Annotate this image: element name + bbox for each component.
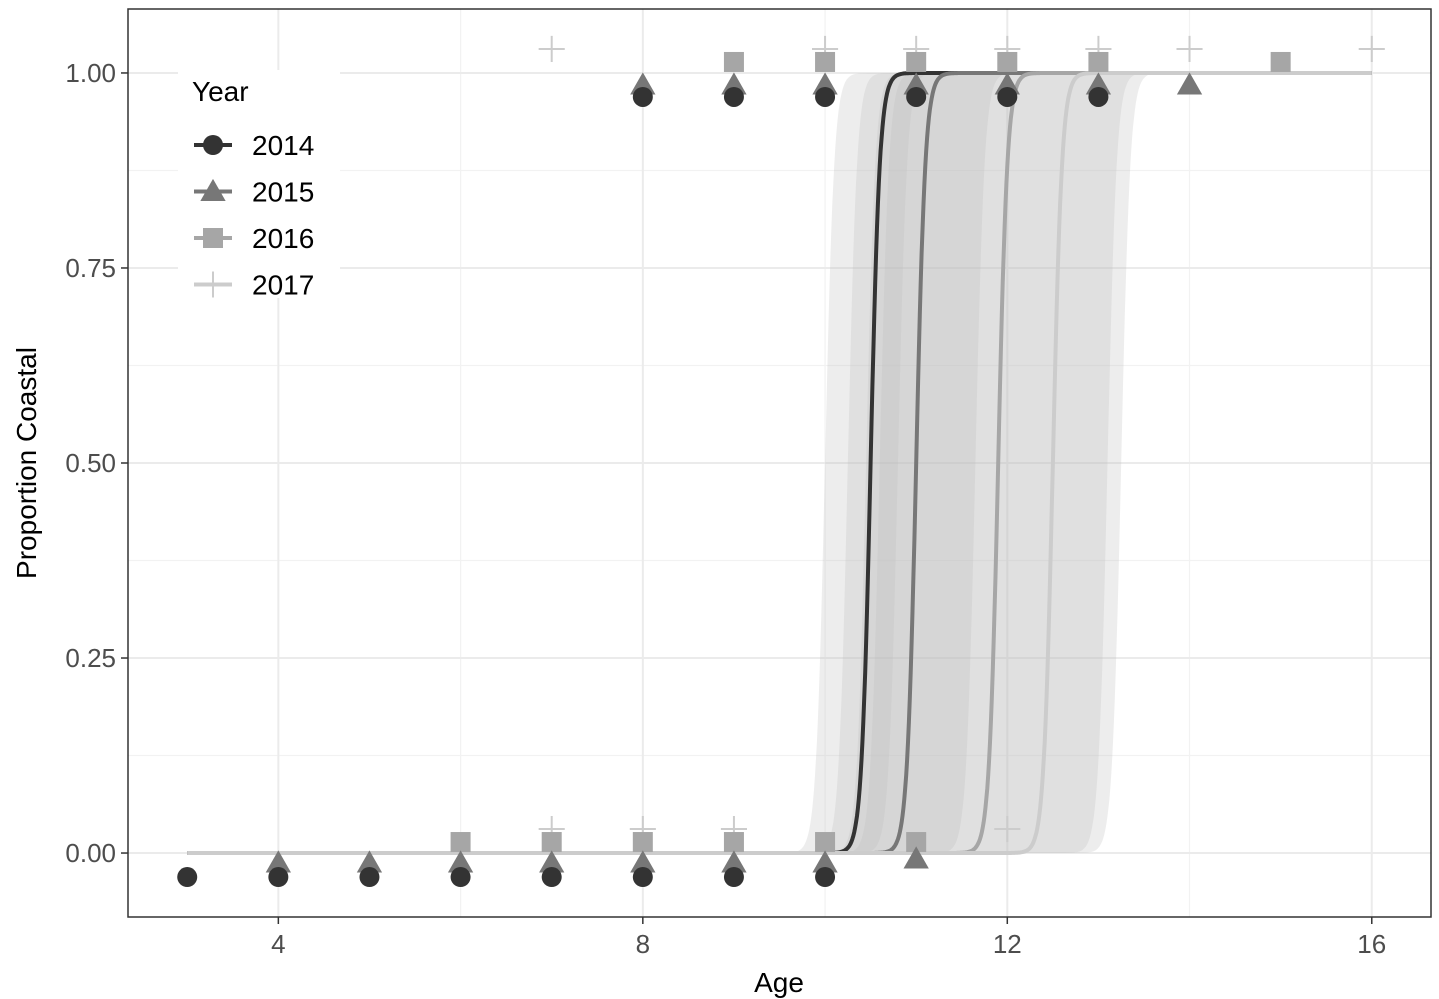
- point-2014: [632, 86, 653, 107]
- point-2014: [723, 86, 744, 107]
- point-2014: [450, 867, 471, 888]
- confidence-ribbons: [187, 73, 1372, 853]
- point-2016: [1088, 51, 1109, 72]
- point-2014: [1088, 86, 1109, 107]
- point-2015: [356, 850, 383, 873]
- point-2014: [723, 867, 744, 888]
- legend-label-2015: 2015: [252, 177, 314, 208]
- point-2015: [903, 846, 929, 869]
- y-tick-label: 0.25: [65, 643, 116, 673]
- point-2016: [906, 832, 927, 853]
- point-2014: [997, 86, 1018, 107]
- legend-plus-icon: [199, 271, 227, 298]
- legend-circle-icon: [203, 135, 223, 155]
- point-2014: [268, 867, 289, 888]
- point-2017: [1358, 35, 1385, 63]
- point-2014: [815, 86, 836, 107]
- legend-items: 2014 2015 2016 2017: [194, 130, 314, 301]
- point-2016: [723, 832, 744, 853]
- point-2015: [265, 850, 291, 873]
- y-tick-label: 0.00: [65, 838, 116, 868]
- y-axis-ticks: 0.00 0.25 0.50 0.75 1.00: [65, 58, 128, 868]
- point-2014: [359, 867, 380, 888]
- point-2016: [997, 51, 1018, 72]
- legend-label-2016: 2016: [252, 223, 314, 254]
- point-2015: [630, 850, 656, 873]
- y-tick-label: 1.00: [65, 58, 116, 88]
- point-2015: [812, 850, 838, 873]
- point-2015: [630, 72, 656, 95]
- legend-title: Year: [192, 76, 249, 107]
- point-2015: [1176, 72, 1203, 95]
- ribbon-2016: [187, 73, 1372, 853]
- point-2016: [632, 832, 653, 853]
- x-tick-label: 4: [271, 929, 285, 959]
- y-axis-title: Proportion Coastal: [11, 347, 42, 579]
- point-2015: [447, 850, 474, 873]
- point-2016: [815, 832, 836, 853]
- ribbon-2017: [187, 73, 1372, 853]
- point-2015: [721, 72, 747, 95]
- point-2017: [538, 35, 565, 63]
- point-2016: [541, 832, 562, 853]
- point-2014: [906, 86, 927, 107]
- point-2016: [815, 51, 836, 72]
- x-tick-label: 16: [1357, 929, 1386, 959]
- x-axis-ticks: 4 8 12 16: [271, 917, 1386, 959]
- point-2015: [903, 72, 929, 95]
- legend-label-2014: 2014: [252, 130, 314, 161]
- point-2014: [541, 867, 562, 888]
- fitted-curves: [187, 71, 1372, 855]
- fit-curve-2017: [187, 71, 1372, 855]
- legend-square-icon: [203, 228, 223, 248]
- legend-label-2017: 2017: [252, 270, 314, 301]
- y-tick-label: 0.50: [65, 448, 116, 478]
- legend-background: [178, 70, 340, 298]
- point-2014: [177, 867, 198, 888]
- x-tick-label: 12: [993, 929, 1022, 959]
- point-2015: [721, 850, 747, 873]
- point-2016: [723, 51, 744, 72]
- point-2017: [1176, 35, 1203, 63]
- point-2014: [632, 867, 653, 888]
- point-2015: [1085, 72, 1112, 95]
- point-2014: [815, 867, 836, 888]
- x-axis-title: Age: [754, 967, 804, 998]
- point-2016: [906, 51, 927, 72]
- point-2017: [994, 815, 1021, 843]
- data-points: [177, 35, 1385, 888]
- point-2016: [450, 832, 471, 853]
- point-2015: [812, 72, 838, 95]
- point-2015: [994, 72, 1020, 95]
- legend-triangle-icon: [200, 178, 226, 201]
- point-2016: [1270, 51, 1291, 72]
- y-tick-label: 0.75: [65, 253, 116, 283]
- point-2015: [539, 850, 565, 873]
- x-tick-label: 8: [636, 929, 650, 959]
- legend: Year 2014 2015 2016 2017: [178, 70, 340, 301]
